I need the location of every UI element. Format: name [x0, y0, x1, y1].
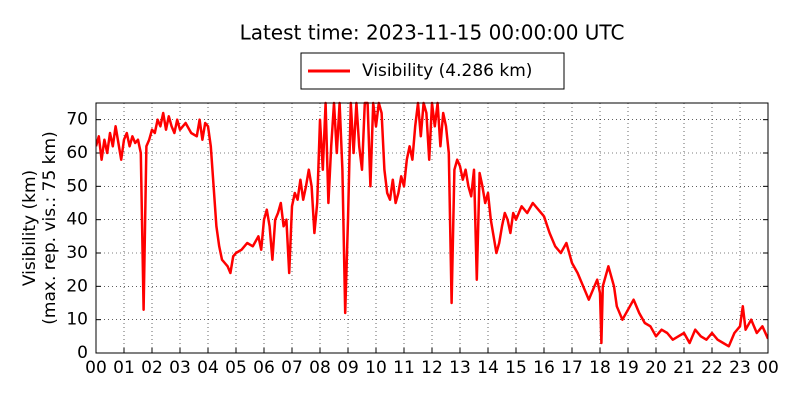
y-tick-label: 50	[66, 176, 88, 196]
x-tick-label: 13	[449, 358, 471, 378]
x-tick-label: 08	[309, 358, 331, 378]
x-tick-label: 00	[85, 358, 107, 378]
x-tick-label: 05	[225, 358, 247, 378]
x-tick-label: 23	[729, 358, 751, 378]
x-tick-label: 19	[617, 358, 639, 378]
x-tick-label: 11	[393, 358, 415, 378]
x-tick-label: 03	[169, 358, 191, 378]
x-tick-label: 21	[673, 358, 695, 378]
y-tick-label: 0	[77, 343, 88, 363]
y-tick-label: 60	[66, 143, 88, 163]
x-tick-label: 07	[281, 358, 303, 378]
x-tick-label: 22	[701, 358, 723, 378]
x-tick-label: 00	[757, 358, 779, 378]
x-tick-label: 17	[561, 358, 583, 378]
data-line	[96, 101, 768, 348]
y-tick-label: 40	[66, 210, 88, 230]
chart-title: Latest time: 2023-11-15 00:00:00 UTC	[240, 21, 625, 45]
x-tick-label: 10	[365, 358, 387, 378]
x-tick-label: 04	[197, 358, 219, 378]
x-tick-label: 02	[141, 358, 163, 378]
x-tick-label: 12	[421, 358, 443, 378]
y-axis-label: Visibility (km)	[20, 170, 40, 286]
x-tick-label: 09	[337, 358, 359, 378]
y-tick-label: 20	[66, 276, 88, 296]
y-axis-label: (max. rep. vis.: 75 km)	[40, 131, 60, 324]
x-tick-label: 15	[505, 358, 527, 378]
x-tick-label: 20	[645, 358, 667, 378]
plot-frame	[95, 102, 769, 354]
y-tick-label: 10	[66, 310, 88, 330]
x-tick-label: 14	[477, 358, 499, 378]
y-tick-label: 70	[66, 110, 88, 130]
x-tick-label: 16	[533, 358, 555, 378]
y-tick-label: 30	[66, 243, 88, 263]
x-tick-label: 01	[113, 358, 135, 378]
legend-label: Visibility (4.286 km)	[362, 61, 532, 81]
legend: Visibility (4.286 km)	[300, 52, 565, 90]
x-tick-label: 18	[589, 358, 611, 378]
x-tick-label: 06	[253, 358, 275, 378]
